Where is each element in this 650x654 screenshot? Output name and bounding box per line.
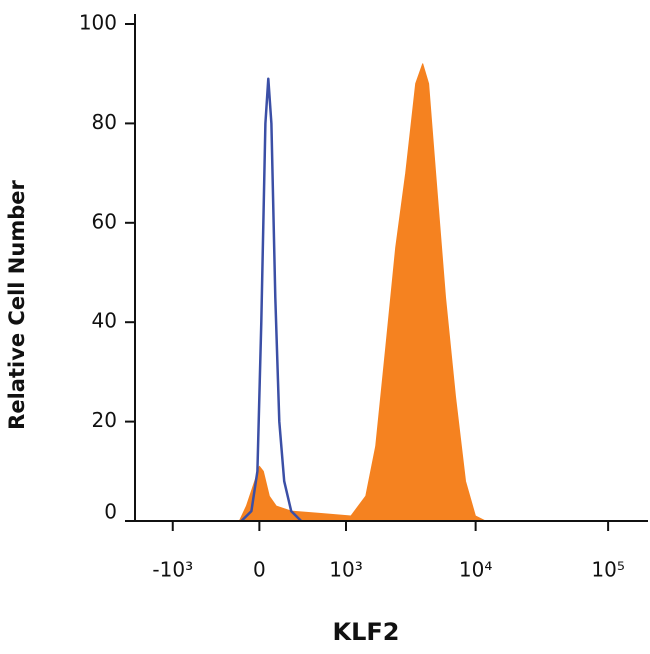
x-tick-label: 10³ [329,558,362,582]
y-tick-label: 60 [92,209,117,233]
x-tick-label: 10⁴ [459,558,492,582]
y-tick-label: 100 [79,11,117,35]
x-tick-label: -10³ [152,558,193,582]
histogram-area [238,63,486,522]
x-tick-label: 10⁵ [591,558,624,582]
y-tick-label: 40 [92,309,117,333]
histogram-line [240,77,303,522]
x-tick-label: 0 [253,558,266,582]
y-tick-label: 20 [92,408,117,432]
y-tick-label: 80 [92,110,117,134]
x-axis-title: KLF2 [333,618,400,646]
y-tick-label: 0 [104,500,117,524]
y-axis-title: Relative Cell Number [5,180,29,430]
